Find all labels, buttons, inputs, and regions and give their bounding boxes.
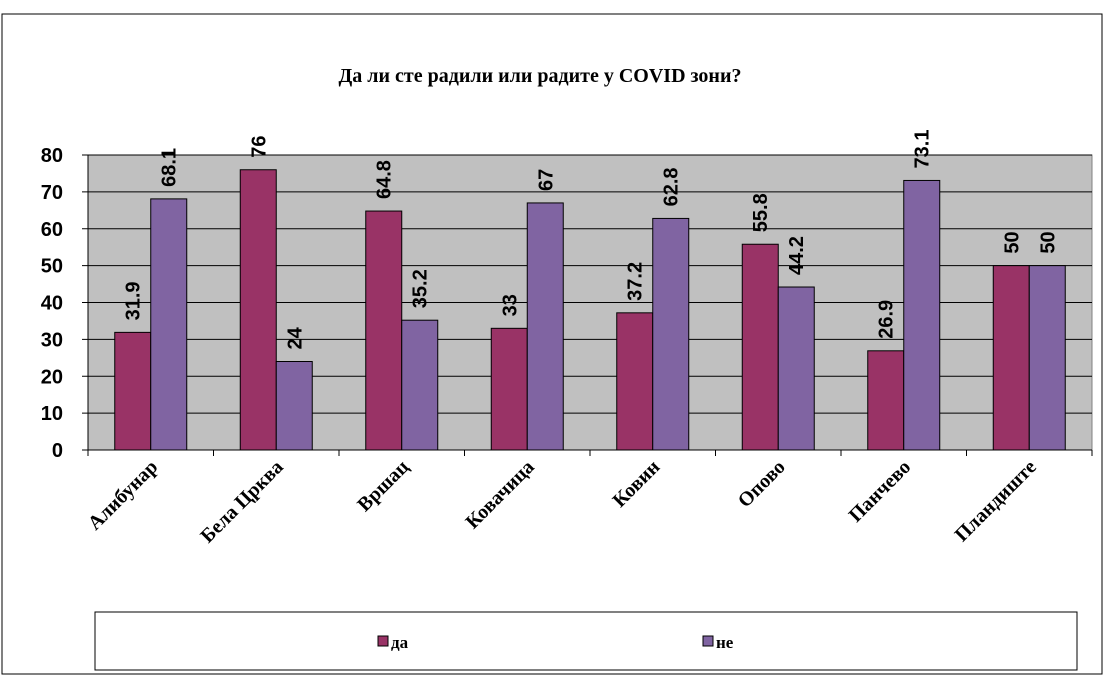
bar xyxy=(365,210,403,451)
bar xyxy=(652,217,690,451)
chart-title: Да ли сте радили или радите у COVID зони… xyxy=(339,65,742,87)
data-label: 67 xyxy=(535,169,557,191)
data-label: 33 xyxy=(499,294,521,316)
data-label: 50 xyxy=(1001,231,1023,253)
bar xyxy=(150,198,188,451)
bar xyxy=(616,312,654,451)
data-label: 44.2 xyxy=(786,236,808,275)
data-label: 50 xyxy=(1037,231,1059,253)
bar xyxy=(777,286,815,451)
data-label: 35.2 xyxy=(410,269,432,308)
legend-label: не xyxy=(716,633,734,652)
y-tick-label: 0 xyxy=(52,440,63,462)
bar xyxy=(275,361,313,451)
y-tick-label: 20 xyxy=(41,366,63,388)
data-label: 24 xyxy=(284,326,306,349)
data-label: 64.8 xyxy=(374,160,396,199)
legend-label: да xyxy=(391,633,409,652)
data-label: 37.2 xyxy=(625,262,647,301)
legend-swatch xyxy=(377,635,389,647)
data-label: 76 xyxy=(248,136,270,158)
data-label: 31.9 xyxy=(123,281,145,320)
data-label: 73.1 xyxy=(912,130,934,169)
bar xyxy=(239,169,277,451)
bar xyxy=(526,202,564,451)
bar xyxy=(903,179,941,451)
y-tick-label: 80 xyxy=(41,145,63,167)
y-tick-label: 60 xyxy=(41,219,63,241)
legend-swatch xyxy=(702,635,714,647)
bar xyxy=(401,319,439,451)
bar xyxy=(992,265,1030,451)
y-tick-label: 40 xyxy=(41,293,63,315)
data-label: 55.8 xyxy=(750,193,772,232)
bar xyxy=(867,350,905,451)
y-tick-label: 10 xyxy=(41,403,63,425)
y-tick-label: 50 xyxy=(41,256,63,278)
legend xyxy=(94,611,1078,671)
data-label: 26.9 xyxy=(876,300,898,339)
data-label: 62.8 xyxy=(661,167,683,206)
y-tick-label: 70 xyxy=(41,182,63,204)
data-label: 68.1 xyxy=(159,148,181,187)
bar xyxy=(490,327,528,451)
bar xyxy=(114,331,152,451)
y-tick-label: 30 xyxy=(41,329,63,351)
bar xyxy=(741,243,779,451)
bar xyxy=(1028,265,1066,451)
